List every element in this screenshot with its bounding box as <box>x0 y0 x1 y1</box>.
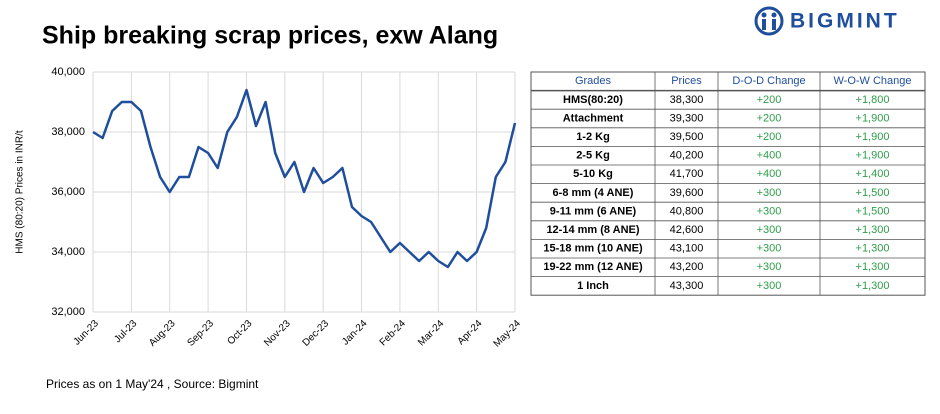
table-cell: +1,900 <box>856 112 890 124</box>
table-cell: 1 Inch <box>577 280 609 292</box>
y-tick-label: 34,000 <box>51 246 85 258</box>
table-cell: +200 <box>757 94 782 106</box>
table-cell: +1,800 <box>856 94 890 106</box>
table-cell: 39,300 <box>670 112 704 124</box>
price-line <box>92 88 517 269</box>
logo-bar <box>762 19 766 30</box>
y-axis-label: HMS (80:20) Prices in INR/t <box>15 130 26 254</box>
column-header: W-O-W Change <box>833 75 911 87</box>
price-table: Grades Prices D-O-D Change W-O-W Change HMS(… <box>530 71 926 296</box>
table-cell: +1,400 <box>856 168 890 180</box>
table-cell: +1,500 <box>856 205 890 217</box>
table-cell: +300 <box>757 187 782 199</box>
column-header: D-O-D Change <box>732 75 805 87</box>
logo-dot <box>761 12 767 18</box>
y-tick-label: 32,000 <box>51 306 85 318</box>
table-cell: +300 <box>757 224 782 236</box>
table-cell: 42,600 <box>670 224 704 236</box>
table-cell: 12-14 mm (8 ANE) <box>546 224 639 236</box>
table-cell: 38,300 <box>670 94 704 106</box>
table-cell: 15-18 mm (10 ANE) <box>543 243 643 255</box>
logo-dot <box>771 12 777 18</box>
logo-icon <box>754 6 784 36</box>
table-cell: Attachment <box>563 112 624 124</box>
table-cell: +300 <box>757 243 782 255</box>
table-cell: 39,600 <box>670 187 704 199</box>
chart-title: Ship breaking scrap prices, exw Alang <box>42 22 498 50</box>
y-tick-label: 36,000 <box>51 186 85 198</box>
table-cell: 40,800 <box>670 205 704 217</box>
table-cell: +1,300 <box>856 243 890 255</box>
table-cell: 43,100 <box>670 243 704 255</box>
table-cell: 9-11 mm (6 ANE) <box>550 205 637 217</box>
table-cell: +1,300 <box>856 224 890 236</box>
table-cell: 43,200 <box>670 261 704 273</box>
table-cell: +300 <box>757 205 782 217</box>
y-tick-label: 40,000 <box>51 66 85 78</box>
table-cell: +1,900 <box>856 150 890 162</box>
table-cell: +200 <box>757 131 782 143</box>
table-cell: 43,300 <box>670 280 704 292</box>
table-cell: 5-10 Kg <box>573 168 613 180</box>
logo-text: BIGMINT <box>790 10 900 33</box>
table-cell: +1,300 <box>856 280 890 292</box>
table-cell: 19-22 mm (12 ANE) <box>543 261 643 273</box>
column-header: Grades <box>575 75 612 87</box>
table-cell: 40,200 <box>670 150 704 162</box>
table-cell: 2-5 Kg <box>576 150 610 162</box>
logo-bar <box>772 19 776 30</box>
footnote: Prices as on 1 May'24 , Source: Bigmint <box>46 377 259 391</box>
table-cell: 41,700 <box>670 168 704 180</box>
column-header: Prices <box>671 75 702 87</box>
table-cell: +400 <box>757 168 782 180</box>
table-cell: +1,300 <box>856 261 890 273</box>
table-cell: 39,500 <box>670 131 704 143</box>
table-cell: +300 <box>757 261 782 273</box>
table-cell: 6-8 mm (4 ANE) <box>553 187 634 199</box>
y-tick-label: 38,000 <box>51 126 85 138</box>
table-cell: +200 <box>757 112 782 124</box>
table-cell: +1,900 <box>856 131 890 143</box>
table-cell: HMS(80:20) <box>563 94 623 106</box>
table-cell: 1-2 Kg <box>576 131 610 143</box>
table-cell: +1,500 <box>856 187 890 199</box>
logo-ring <box>754 6 784 36</box>
table-cell: +300 <box>757 280 782 292</box>
table-cell: +400 <box>757 150 782 162</box>
